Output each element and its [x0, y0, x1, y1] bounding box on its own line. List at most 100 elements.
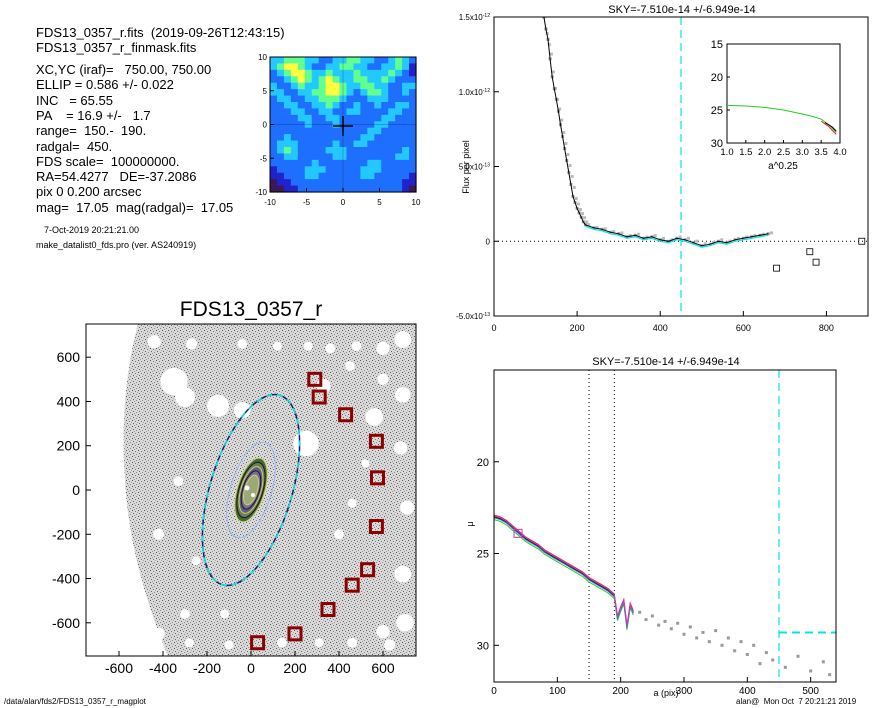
heatmap-cell — [346, 185, 355, 193]
mask-hole — [376, 341, 390, 355]
heatmap-cell — [270, 153, 278, 161]
galaxy-title: FDS13_0357_r — [180, 298, 322, 321]
heatmap-cell — [339, 140, 348, 148]
heatmap-cell — [346, 69, 355, 77]
heatmap-cell — [381, 102, 389, 110]
y-tick-label: 0 — [263, 121, 268, 130]
heatmap-cell — [318, 114, 327, 122]
inset-x-tick-label: 1.5 — [739, 147, 752, 158]
heatmap-cell — [311, 179, 320, 187]
heatmap-cell — [346, 82, 355, 90]
flux-point — [628, 234, 632, 238]
heatmap-cell — [374, 147, 382, 155]
heatmap-cell — [290, 185, 299, 193]
heatmap-cell — [318, 57, 327, 65]
mask-hole — [90, 335, 108, 353]
heatmap-cell — [283, 102, 292, 110]
heatmap-cell — [290, 95, 299, 103]
heatmap-cell — [332, 134, 341, 142]
heatmap-cell — [395, 172, 403, 180]
nucleus-spot — [251, 493, 255, 497]
heatmap-cell — [283, 147, 292, 155]
heatmap-cell — [374, 121, 382, 129]
mask-file-title: FDS13_0357_r_finmask.fits — [36, 40, 197, 55]
mask-box — [368, 519, 384, 535]
heatmap-cell — [402, 172, 410, 180]
heatmap-cell — [304, 63, 313, 71]
heatmap-cell — [318, 89, 327, 97]
heatmap-cell — [360, 153, 368, 161]
heatmap-cell — [381, 63, 389, 71]
heatmap-cell — [388, 57, 396, 65]
heatmap-cell — [304, 127, 313, 135]
heatmap-cell — [395, 63, 403, 71]
heatmap-cell — [270, 82, 278, 90]
heatmap-cell — [409, 134, 417, 142]
heatmap-cell — [346, 179, 355, 187]
sb-point — [828, 673, 832, 677]
heatmap-cell — [381, 185, 389, 193]
galaxy-image-panel: FDS13_0357_r -600 -400 -200 0 200 400 600 600 40… — [52, 298, 417, 676]
y-tick-label: 25 — [477, 549, 489, 561]
sb-point — [688, 625, 692, 629]
flux-point — [686, 236, 690, 240]
heatmap-cell — [270, 114, 278, 122]
inset-x-tick-label: 4.0 — [833, 147, 846, 158]
mask-hole — [191, 556, 201, 566]
heatmap-cell — [360, 159, 368, 167]
sb-point — [695, 636, 699, 640]
heatmap-cell — [290, 159, 299, 167]
heatmap-cell — [283, 63, 292, 71]
heatmap-cell — [297, 185, 306, 193]
heatmap-cell — [283, 76, 292, 84]
x-tick-label: 600 — [371, 660, 395, 676]
heatmap-cell — [346, 108, 355, 116]
mask-hole — [395, 387, 411, 403]
heatmap-cell — [290, 102, 299, 110]
heatmap-cell — [304, 185, 313, 193]
mask-hole — [147, 335, 161, 349]
sb-point — [752, 643, 756, 647]
heatmap-cell — [388, 159, 396, 167]
y-tick-label: 5 — [263, 87, 268, 96]
heatmap-cell — [353, 108, 361, 116]
mid-ellipse — [226, 441, 276, 539]
heatmap-cell — [346, 114, 355, 122]
sb-point — [669, 627, 673, 631]
heatmap-cell — [395, 76, 403, 84]
heatmap-cell — [402, 147, 410, 155]
flux-point — [578, 207, 582, 211]
heatmap-cell — [367, 127, 375, 135]
heatmap-cell — [353, 159, 361, 167]
sb-point — [726, 636, 730, 640]
heatmap-cell — [332, 166, 341, 174]
heatmap-cell — [395, 102, 403, 110]
y-tick-label: -200 — [52, 526, 80, 542]
flux-profile-line — [543, 17, 769, 247]
inset-x-tick-label: 1.0 — [720, 147, 733, 158]
heatmap-cell — [381, 121, 389, 129]
heatmap-cell — [367, 63, 375, 71]
heatmap-cell — [409, 114, 417, 122]
sb-point — [771, 658, 775, 662]
heatmap-cell — [290, 140, 299, 148]
heatmap-cell — [297, 102, 306, 110]
heatmap-cell — [283, 95, 292, 103]
heatmap-cell — [409, 76, 417, 84]
heatmap-cell — [381, 57, 389, 65]
heatmap-cell — [325, 121, 334, 129]
heatmap-cell — [409, 159, 417, 167]
heatmap-cell — [276, 69, 285, 77]
x-tick-label: -600 — [105, 660, 133, 676]
masked-edge-region — [86, 324, 168, 656]
parameter-line: pix 0 0.200 arcsec — [36, 184, 142, 200]
heatmap-cell — [367, 57, 375, 65]
heatmap-cell — [360, 172, 368, 180]
sb-point — [739, 640, 743, 644]
heatmap-cell — [332, 108, 341, 116]
heatmap-cell — [367, 140, 375, 148]
y-tick-label: -5.0x10-13 — [456, 312, 490, 321]
heatmap-cell — [297, 89, 306, 97]
flux-point — [587, 223, 591, 227]
heatmap-cell — [409, 63, 417, 71]
